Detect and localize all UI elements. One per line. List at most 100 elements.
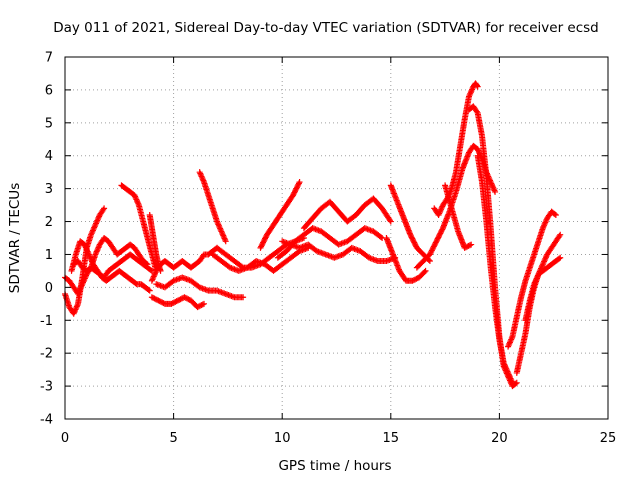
data-point	[176, 296, 183, 303]
x-tick-label: 0	[61, 431, 69, 446]
data-point	[409, 235, 416, 242]
series-arc-u	[442, 182, 475, 251]
data-point	[185, 296, 192, 303]
data-point	[259, 240, 266, 247]
data-point	[158, 298, 165, 305]
series-arc-w	[474, 152, 516, 386]
data-point	[147, 267, 154, 274]
x-axis-title: GPS time / hours	[278, 458, 391, 474]
series-arc-i	[153, 274, 247, 301]
data-point	[412, 276, 419, 283]
series-arc-r	[383, 235, 429, 284]
data-point	[437, 229, 444, 236]
data-point	[145, 286, 152, 293]
data-point	[154, 296, 161, 303]
data-point	[177, 296, 184, 303]
data-point	[182, 294, 189, 301]
data-point	[436, 233, 443, 240]
y-tick-label: 4	[45, 149, 53, 164]
data-point	[160, 300, 167, 307]
data-point	[429, 246, 436, 253]
data-point	[293, 184, 300, 191]
data-point	[199, 301, 206, 308]
data-point	[411, 239, 418, 246]
data-point	[412, 242, 419, 249]
x-tick-label: 5	[169, 431, 177, 446]
data-point	[290, 190, 297, 197]
data-point	[428, 248, 435, 255]
data-point	[557, 254, 564, 261]
data-points	[62, 80, 564, 390]
data-point	[461, 244, 468, 251]
data-point	[492, 188, 499, 195]
data-point	[409, 236, 416, 243]
data-point	[151, 295, 158, 302]
data-point	[434, 235, 441, 242]
data-point	[437, 230, 444, 237]
series-arc-l	[214, 235, 307, 271]
data-point	[290, 192, 297, 199]
data-point	[292, 188, 299, 195]
data-point	[431, 242, 438, 249]
x-tick-label: 10	[274, 431, 291, 446]
series-arc-x	[505, 208, 559, 350]
chart-title: Day 011 of 2021, Sidereal Day-to-day VTE…	[53, 20, 599, 36]
data-point	[409, 277, 416, 284]
series-arc-z	[522, 254, 564, 324]
data-point	[411, 240, 418, 247]
series-arc-t	[431, 80, 481, 218]
data-point	[181, 294, 188, 301]
x-tick-label: 20	[491, 431, 508, 446]
data-point	[257, 244, 264, 251]
y-tick-label: 0	[45, 281, 53, 296]
data-point	[438, 227, 445, 234]
data-point	[171, 299, 178, 306]
data-point	[434, 236, 441, 243]
data-point	[293, 185, 300, 192]
y-tick-label: 6	[45, 83, 53, 98]
data-point	[386, 217, 393, 224]
data-point	[101, 205, 108, 212]
data-point	[172, 298, 179, 305]
data-point	[295, 180, 302, 187]
data-point	[173, 298, 180, 305]
data-point	[430, 243, 437, 250]
data-point	[262, 234, 269, 241]
data-point	[169, 300, 176, 307]
data-point	[152, 296, 159, 303]
data-point	[466, 242, 473, 249]
data-point	[432, 239, 439, 246]
data-point	[430, 244, 437, 251]
data-point	[222, 238, 229, 245]
data-point	[100, 206, 107, 213]
y-tick-label: 2	[45, 215, 53, 230]
plot-frame	[64, 56, 609, 420]
axis-ticks: 0 5 10 15 20 25 -4 -3 -2 -1 0 1 2 3 4 5 6 7	[40, 51, 616, 447]
data-point	[258, 243, 265, 250]
data-point	[473, 108, 480, 115]
data-point	[260, 238, 267, 245]
data-point	[155, 297, 162, 304]
y-tick-label: 1	[45, 248, 53, 263]
data-point	[184, 295, 191, 302]
y-tick-label: -4	[40, 413, 53, 428]
data-point	[426, 251, 433, 258]
data-point	[296, 179, 303, 186]
data-point	[426, 258, 433, 265]
data-point	[410, 277, 417, 284]
data-point	[509, 379, 516, 386]
data-point	[413, 275, 420, 282]
data-point	[551, 211, 558, 218]
data-point	[143, 260, 150, 267]
data-point	[464, 243, 471, 250]
series-arc-m	[257, 179, 303, 251]
data-point	[552, 211, 559, 218]
data-point	[294, 183, 301, 190]
data-point	[421, 269, 428, 276]
series-arc-g	[148, 294, 208, 311]
data-point	[178, 295, 185, 302]
data-point	[377, 234, 384, 241]
series-arc-d	[70, 235, 151, 274]
series-arc-j	[196, 169, 229, 245]
